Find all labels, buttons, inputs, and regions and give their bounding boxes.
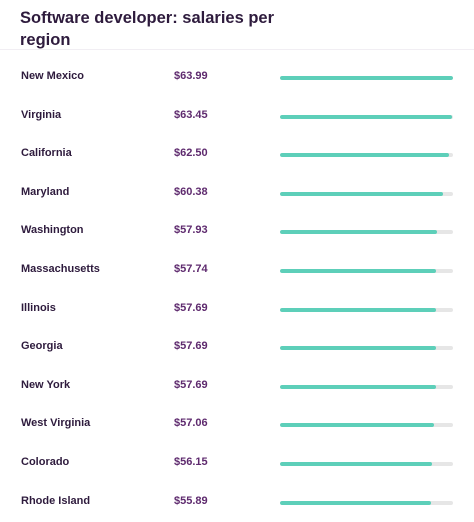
salary-bar-track: [280, 384, 453, 389]
salary-bar-track: [280, 191, 453, 196]
salary-bar-track: [280, 346, 453, 351]
list-item: Massachusetts $57.74: [0, 252, 474, 291]
list-item: Illinois $57.69: [0, 291, 474, 330]
salary-value: $57.74: [174, 262, 208, 275]
salary-bar-fill: [280, 500, 432, 505]
list-item: Rhode Island $55.89: [0, 484, 474, 522]
list-item: New Mexico $63.99: [0, 59, 474, 98]
region-name: Washington: [21, 224, 84, 237]
region-name: Virginia: [21, 108, 62, 121]
salary-bar-fill: [280, 423, 435, 428]
salary-value: $55.89: [174, 494, 208, 507]
salary-bar-fill: [280, 153, 450, 158]
list-item: Georgia $57.69: [0, 329, 474, 368]
salary-value: $57.06: [174, 417, 208, 430]
salary-value: $56.15: [174, 455, 208, 468]
salary-bar-fill: [280, 230, 437, 235]
list-item: Maryland $60.38: [0, 175, 474, 214]
salary-bar-track: [280, 114, 453, 119]
region-name: Maryland: [21, 185, 70, 198]
salary-bar-fill: [280, 268, 437, 273]
region-name: Rhode Island: [21, 494, 91, 507]
salary-bar-track: [280, 268, 453, 273]
salary-value: $57.93: [174, 224, 208, 237]
salary-bar-fill: [280, 307, 437, 312]
divider: [0, 49, 474, 50]
list-item: Virginia $63.45: [0, 98, 474, 137]
list-item: Colorado $56.15: [0, 445, 474, 484]
page-title: Software developer: salaries per region: [20, 9, 275, 49]
salary-bar-fill: [280, 76, 453, 80]
salary-value: $57.69: [174, 301, 208, 314]
region-name: Illinois: [21, 301, 56, 314]
salary-value: $62.50: [174, 147, 208, 160]
list-item: West Virginia $57.06: [0, 406, 474, 445]
salary-bar-track: [280, 307, 453, 312]
region-name: Georgia: [21, 340, 63, 353]
salary-bar-track: [280, 423, 453, 428]
salary-value: $60.38: [174, 185, 208, 198]
list-item: Washington $57.93: [0, 213, 474, 252]
list-item: New York $57.69: [0, 368, 474, 407]
salary-value: $63.45: [174, 108, 208, 121]
region-name: Massachusetts: [21, 262, 100, 275]
salary-bar-track: [280, 76, 453, 80]
salary-bar-fill: [280, 191, 444, 196]
region-name: West Virginia: [21, 417, 91, 430]
salary-bar-track: [280, 230, 453, 235]
salary-value: $63.99: [174, 70, 208, 82]
salary-bar-track: [280, 153, 453, 158]
salary-value: $57.69: [174, 378, 208, 391]
region-name: Colorado: [21, 455, 70, 468]
salary-bar-fill: [280, 384, 437, 389]
salary-bar-fill: [280, 114, 452, 119]
salary-bar-fill: [280, 346, 437, 351]
salary-bar-fill: [280, 461, 432, 466]
region-name: California: [21, 147, 72, 160]
salary-list: New Mexico $63.99 Virginia $63.45 California…: [0, 59, 474, 522]
salary-value: $57.69: [174, 340, 208, 353]
region-name: New York: [21, 378, 71, 391]
list-item: California $62.50: [0, 136, 474, 175]
salary-bar-track: [280, 461, 453, 466]
salary-bar-track: [280, 500, 453, 505]
region-name: New Mexico: [21, 70, 84, 82]
